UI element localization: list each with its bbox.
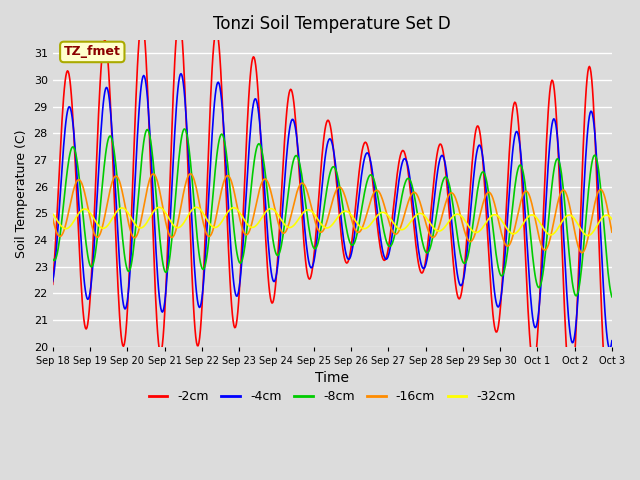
-8cm [49,256,56,262]
-8cm [59,209,67,215]
Line: -8cm: -8cm [52,129,612,297]
-8cm [401,180,409,186]
-32cm [584,233,591,239]
-8cm [116,212,124,217]
-2cm [604,397,612,403]
-32cm [173,225,181,230]
-2cm [401,151,409,157]
-4cm [401,156,409,162]
-16cm [173,223,181,228]
Title: Tonzi Soil Temperature Set D: Tonzi Soil Temperature Set D [213,15,451,33]
-4cm [606,346,614,352]
Line: -2cm: -2cm [52,18,612,400]
X-axis label: Time: Time [316,372,349,385]
-8cm [180,126,188,132]
-2cm [116,324,124,330]
-32cm [417,211,425,216]
Legend: -2cm, -4cm, -8cm, -16cm, -32cm: -2cm, -4cm, -8cm, -16cm, -32cm [144,385,521,408]
-2cm [175,15,183,21]
Line: -32cm: -32cm [52,207,612,236]
-2cm [417,270,425,276]
-32cm [59,225,67,230]
-4cm [49,278,56,284]
-2cm [608,361,616,367]
-2cm [59,106,67,111]
Text: TZ_fmet: TZ_fmet [64,46,121,59]
-16cm [116,181,124,187]
-32cm [401,226,409,231]
-16cm [186,171,194,177]
-4cm [608,338,616,344]
-8cm [417,234,425,240]
-8cm [173,175,181,180]
-32cm [193,204,200,210]
-32cm [608,216,616,222]
-16cm [401,210,409,216]
Line: -4cm: -4cm [52,73,612,349]
-8cm [204,249,211,254]
-2cm [173,24,181,30]
-4cm [204,217,211,223]
-32cm [204,217,211,223]
-16cm [204,232,211,238]
-8cm [608,294,616,300]
-4cm [116,272,124,277]
-16cm [608,229,616,235]
-32cm [49,211,56,216]
-16cm [49,216,56,221]
-4cm [173,95,181,100]
-4cm [417,262,425,268]
-2cm [49,281,56,287]
-16cm [59,230,67,236]
-2cm [204,173,211,179]
-32cm [116,205,124,211]
Line: -16cm: -16cm [52,174,612,252]
-4cm [59,154,67,160]
-16cm [417,204,425,210]
-16cm [579,250,586,255]
Y-axis label: Soil Temperature (C): Soil Temperature (C) [15,129,28,258]
-4cm [177,71,185,76]
